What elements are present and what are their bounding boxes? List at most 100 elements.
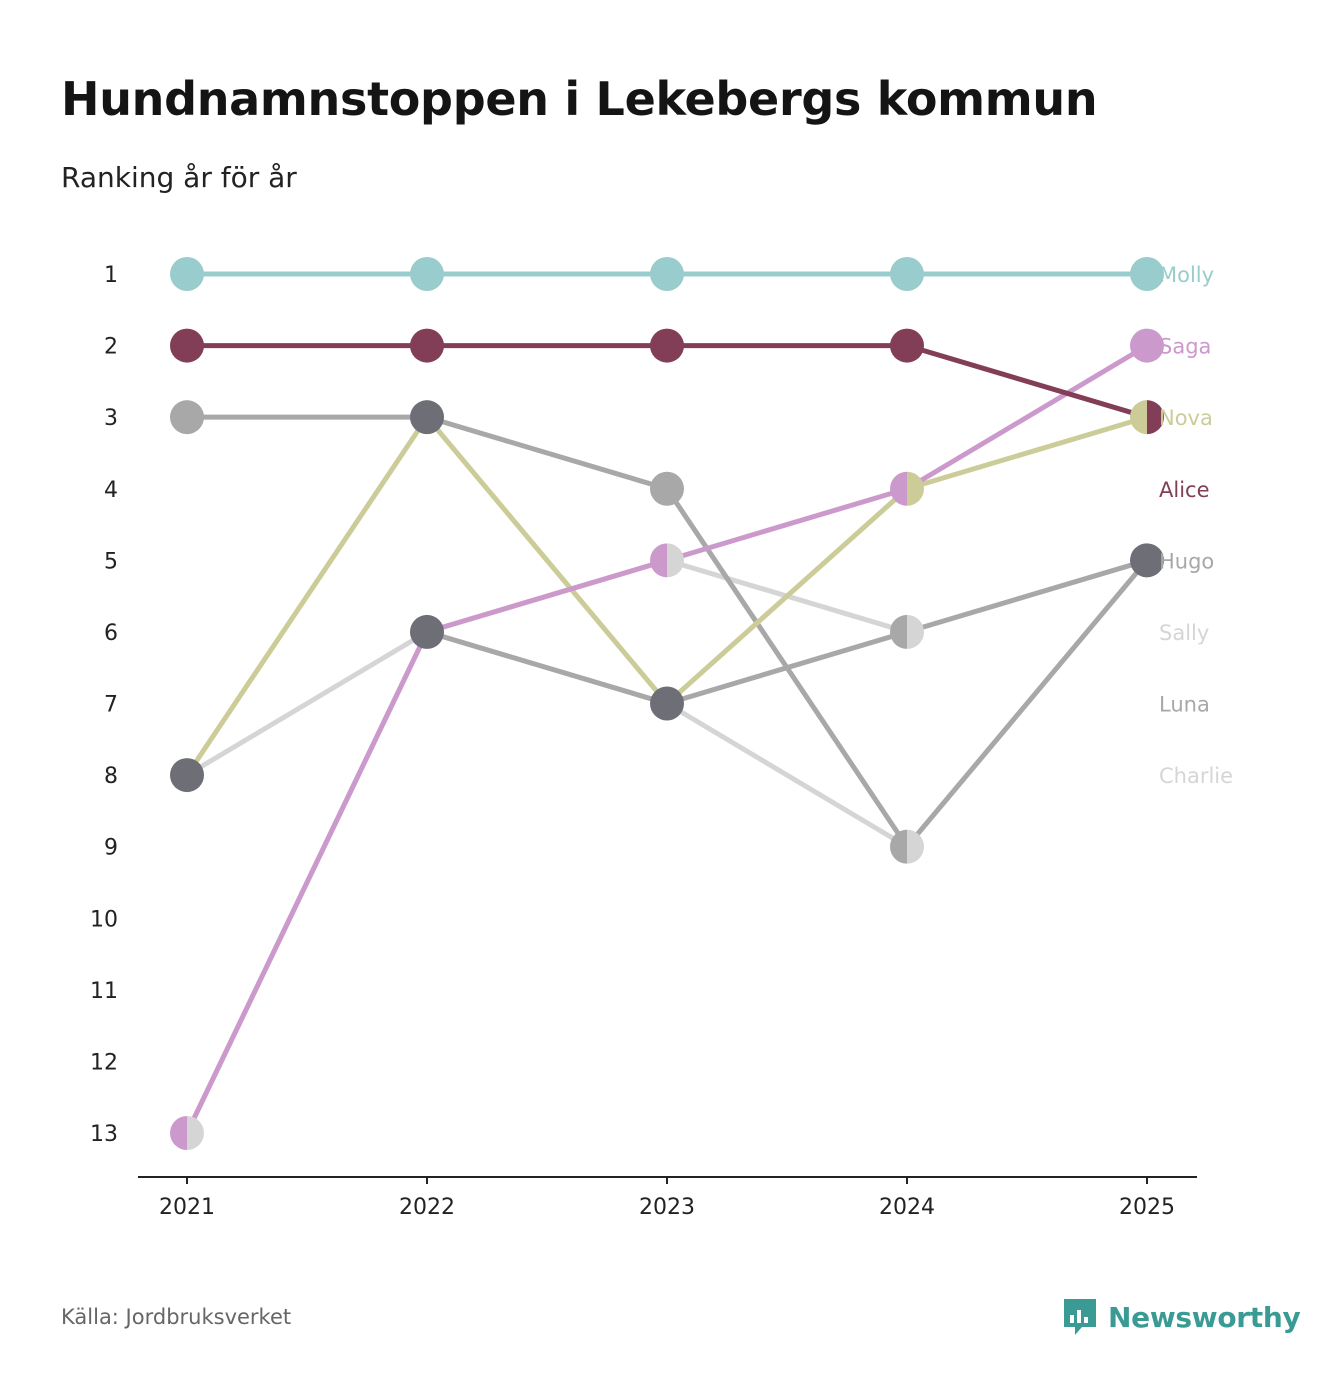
series-line-nova: [184, 414, 430, 778]
rank-marker: [170, 328, 204, 363]
marker-half-left: [1130, 400, 1147, 435]
series-line-nova: [664, 486, 910, 706]
series-label-sally: Sally: [1159, 621, 1209, 645]
series-line-hugo: [904, 557, 1150, 635]
marker-dot: [890, 257, 924, 291]
brand-logo: Newsworthy: [1062, 1297, 1301, 1337]
marker-half-right: [1147, 400, 1164, 435]
series-line-luna: [904, 557, 1150, 850]
chart-subtitle: Ranking år för år: [61, 161, 297, 194]
marker-half-right: [667, 543, 684, 578]
marker-dot: [170, 758, 204, 793]
marker-dot: [410, 328, 444, 363]
series-line-saga: [904, 343, 1150, 492]
rank-marker: [1130, 400, 1164, 435]
marker-dot: [650, 257, 684, 291]
y-tick-label: 9: [104, 836, 118, 861]
x-tick-label: 2021: [159, 1195, 215, 1220]
marker-half-right: [907, 829, 924, 864]
newsworthy-logo-icon: [1064, 1299, 1096, 1335]
marker-half-right: [907, 471, 924, 506]
series-label-molly: Molly: [1159, 263, 1214, 287]
y-tick-label: 13: [90, 1122, 118, 1147]
series-line-saga: [664, 486, 910, 563]
rank-marker: [410, 328, 444, 363]
series-line-saga: [424, 557, 670, 635]
marker-dot: [650, 686, 684, 721]
series-line-nova: [424, 414, 670, 706]
marker-dot: [1130, 257, 1164, 291]
y-tick-label: 4: [104, 478, 118, 503]
marker-half-left: [170, 1116, 187, 1150]
y-tick-label: 11: [90, 979, 118, 1004]
series-line-hugo: [424, 629, 670, 706]
marker-dot: [170, 328, 204, 363]
x-tick-label: 2022: [399, 1195, 455, 1220]
marker-dot: [1130, 328, 1164, 363]
y-tick-label: 5: [104, 549, 118, 574]
rank-marker: [650, 257, 684, 291]
rank-marker: [890, 471, 924, 506]
y-tick-label: 8: [104, 764, 118, 789]
rank-marker: [1130, 543, 1164, 578]
rank-marker: [650, 471, 684, 506]
marker-dot: [170, 257, 204, 291]
x-tick-label: 2025: [1119, 1195, 1175, 1220]
y-tick-label: 3: [104, 406, 118, 431]
rank-marker: [1130, 328, 1164, 363]
marker-half-left: [890, 829, 907, 864]
rank-marker: [650, 543, 684, 578]
marker-dot: [890, 328, 924, 363]
y-tick-label: 7: [104, 693, 118, 718]
series-label-hugo: Hugo: [1159, 549, 1214, 573]
x-tick-label: 2024: [879, 1195, 935, 1220]
y-tick-label: 1: [104, 263, 118, 288]
marker-dot: [1130, 543, 1164, 578]
series-lines: [184, 271, 1150, 1136]
y-tick-label: 2: [104, 335, 118, 360]
rank-marker: [410, 614, 444, 649]
series-line-nova: [904, 414, 1150, 492]
chart-title: Hundnamnstoppen i Lekebergs kommun: [61, 72, 1098, 126]
x-tick-label: 2023: [639, 1195, 695, 1220]
marker-dot: [410, 614, 444, 649]
rank-marker: [1130, 257, 1164, 291]
series-label-saga: Saga: [1159, 335, 1211, 359]
rank-marker: [170, 758, 204, 793]
rank-marker: [170, 400, 204, 435]
rank-marker: [650, 686, 684, 721]
series-line-luna: [424, 414, 670, 492]
marker-half-left: [890, 614, 907, 649]
series-line-hugo: [664, 629, 910, 706]
series-label-nova: Nova: [1159, 406, 1213, 430]
rank-marker: [650, 328, 684, 363]
series-end-labels: Molly Saga Nova Alice Hugo Sally Luna Charlie: [1159, 263, 1233, 788]
rank-marker: [890, 257, 924, 291]
series-line-charlie: [184, 629, 430, 778]
series-label-luna: Luna: [1159, 693, 1210, 717]
marker-half-left: [650, 543, 667, 578]
x-axis: 2021 2022 2023 2024 2025: [138, 1176, 1197, 1220]
rank-marker: [890, 829, 924, 864]
marker-dot: [410, 257, 444, 291]
marker-dot: [650, 328, 684, 363]
rank-marker: [170, 257, 204, 291]
rank-marker: [890, 614, 924, 649]
y-tick-label: 12: [90, 1050, 118, 1075]
rank-marker: [410, 400, 444, 435]
rank-marker: [890, 328, 924, 363]
series-label-alice: Alice: [1159, 478, 1210, 502]
marker-dot: [410, 400, 444, 435]
y-tick-label: 6: [104, 621, 118, 646]
marker-half-left: [890, 471, 907, 506]
rank-marker: [410, 257, 444, 291]
brand-name: Newsworthy: [1108, 1300, 1301, 1334]
source-note: Källa: Jordbruksverket: [61, 1305, 292, 1329]
rank-markers: [170, 257, 1164, 1150]
series-line-saga: [184, 629, 430, 1136]
marker-dot: [170, 400, 204, 435]
marker-half-right: [907, 614, 924, 649]
series-line-alice: [904, 343, 1150, 420]
